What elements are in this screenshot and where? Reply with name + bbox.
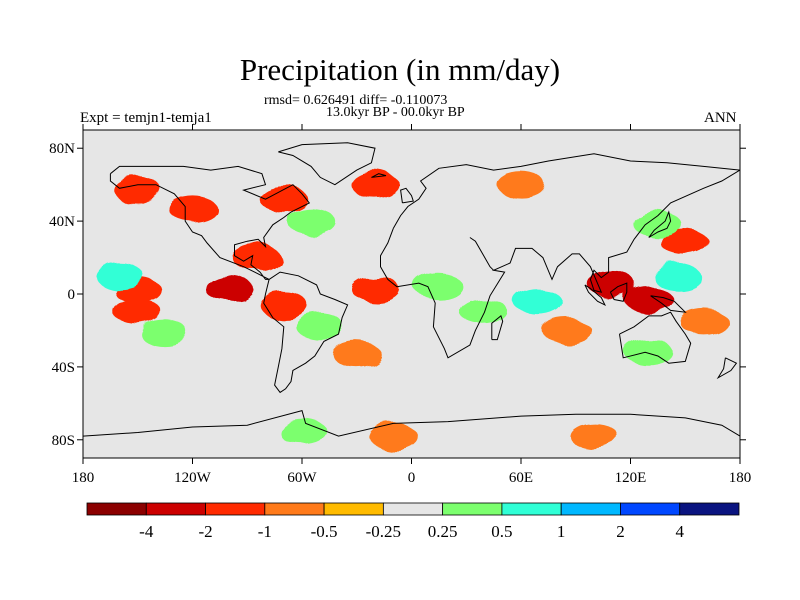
coastline-arabia-gap [469,237,494,271]
lat-tick-label: 80N [49,141,75,157]
colorbar-swatch [264,502,325,516]
anomaly-region-7 [259,186,308,213]
colorbar-swatch [205,502,266,516]
colorbar-label: -4 [139,522,154,541]
anomaly-region-27 [278,417,326,444]
colorbar-swatch [86,502,147,516]
lat-tick-label: 40N [49,214,75,230]
anomaly-region-20 [588,271,637,298]
anomaly-region-4 [141,321,190,348]
colorbar-label: 1 [557,522,566,541]
anomaly-region-6 [113,177,162,204]
coastline-south-america [263,271,349,394]
coastline-uk [400,187,414,204]
anomaly-region-13 [332,341,381,368]
coastline-greenland [278,142,376,186]
colorbar-label: 2 [616,522,625,541]
colorbar-label: 0.25 [428,522,458,541]
colorbar-label: 4 [675,522,684,541]
map-axes: 80N 40N 0 40S 80S 180 120W 60W 0 60E 120E 180 [49,124,751,486]
anomaly-region-3 [113,299,162,326]
anomaly-region-23 [661,229,710,256]
coastline-madagascar [491,315,504,341]
anomaly-region-19 [497,171,545,198]
anomaly-region-8 [351,171,399,198]
anomaly-region-11 [259,291,308,318]
coastline-north-america [109,165,311,280]
lat-tick-label: 0 [68,287,76,303]
colorbar-label: -0.25 [366,522,401,541]
experiment-label: Expt = temjn1-temja1 [80,110,212,126]
precipitation-anomaly-field [95,171,728,450]
anomaly-region-5 [168,195,217,222]
lon-tick-label: 120E [615,470,647,486]
coastline-sumatra [584,284,606,306]
colorbar-label: -0.5 [311,522,338,541]
coastline-new-zealand [716,357,738,380]
colorbar-label: -1 [258,522,272,541]
anomaly-region-17 [515,290,564,317]
lon-tick-label: 60E [509,470,533,486]
anomaly-region-18 [542,317,591,344]
anomaly-region-1 [205,275,253,302]
anomaly-region-28 [369,423,418,450]
anomaly-region-9 [232,244,281,271]
anomaly-region-25 [679,308,728,335]
anomaly-region-10 [287,208,336,235]
lon-tick-label: 120W [174,470,212,486]
anomaly-region-2 [95,262,144,289]
lat-tick-label: 40S [52,360,75,376]
anomaly-region-22 [652,262,701,289]
coastline-iceland [371,173,387,178]
colorbar-swatch [560,502,621,516]
coastline-australia [619,311,692,364]
anomaly-region-26 [624,339,673,366]
lon-tick-label: 180 [72,470,95,486]
anomaly-region-14 [351,275,399,302]
colorbar-swatch [679,502,740,516]
anomaly-region-15 [414,273,463,300]
colorbar-swatch [620,502,681,516]
colorbar-swatch [442,502,503,516]
anomaly-region-21 [624,286,673,313]
season-label: ANN [704,110,737,126]
colorbar-swatch [382,502,444,516]
chart-title: Precipitation (in mm/day) [239,52,561,87]
anomaly-region-29 [570,423,618,450]
colorbar-swatch [145,502,206,516]
lon-tick-label: 60W [287,470,317,486]
lon-tick-label: 0 [408,470,416,486]
coastline-new-guinea [650,295,687,313]
colorbar-label: -2 [198,522,212,541]
coastlines [83,142,740,437]
lon-tick-label: 180 [729,470,752,486]
colorbar-label: 0.5 [491,522,512,541]
anomaly-region-12 [296,313,345,340]
coastline-indonesia-borneo [609,282,628,302]
rmsd-diff-stats: rmsd= 0.626491 diff= -0.110073 [264,93,448,108]
colorbar-swatch [323,502,384,516]
coastline-antarctica [83,409,740,437]
time-period-label: 13.0kyr BP - 00.0kyr BP [326,105,465,120]
coastline-eurasia-africa [380,153,740,359]
coastline-japan [648,210,672,238]
colorbar-swatch [501,502,562,516]
lat-tick-label: 80S [52,433,75,449]
colorbar: -4 -2 -1 -0.5 -0.25 0.25 0.5 1 2 4 [86,502,740,541]
